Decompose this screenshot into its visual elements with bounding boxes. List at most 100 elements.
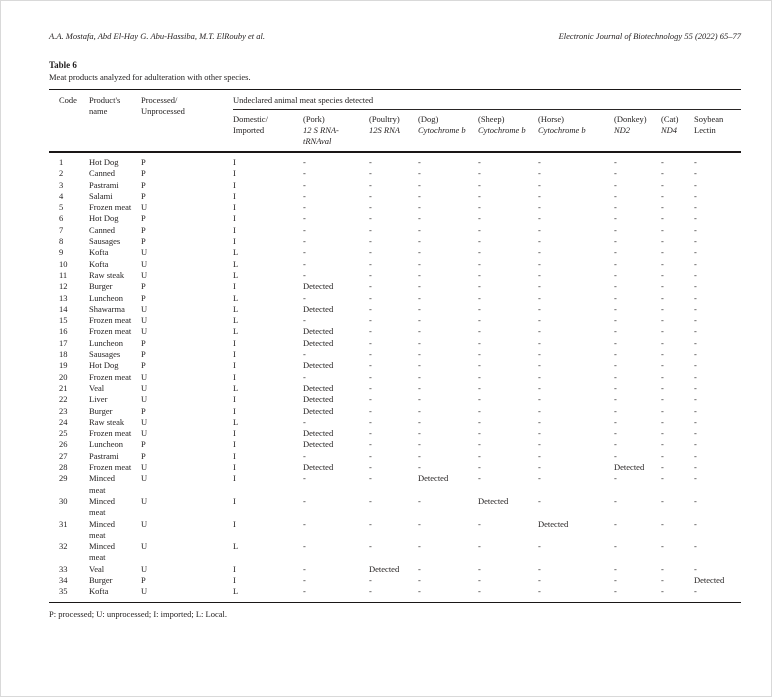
cell-dog: - (418, 382, 421, 393)
cell-dog: - (418, 236, 421, 247)
subheader-line2: 12 S RNA-tRNAval (303, 125, 339, 146)
cell-processed: P (141, 281, 146, 292)
cell-domestic-imported: L (233, 416, 239, 427)
cell-dog: - (418, 292, 421, 303)
authors-text: A.A. Mostafa, Abd El-Hay G. Abu-Hassiba,… (49, 31, 266, 41)
cell-domestic-imported: L (233, 315, 239, 326)
cell-donkey: - (614, 224, 617, 235)
cell-cat: - (661, 563, 664, 574)
cell-horse: - (538, 303, 541, 314)
cell-cat: - (661, 202, 664, 213)
cell-domestic-imported: I (233, 371, 236, 382)
cell-soybean: - (694, 518, 697, 529)
table-row: 25 Frozen meat U I Detected - - - - - - - (49, 428, 741, 439)
cell-domestic-imported: I (233, 179, 236, 190)
cell-domestic-imported: L (233, 326, 239, 337)
cell-code: 23 (59, 405, 68, 416)
cell-processed: P (141, 224, 146, 235)
cell-horse: - (538, 190, 541, 201)
cell-cat: - (661, 190, 664, 201)
table-row: 9 Kofta U L - - - - - - - - (49, 247, 741, 258)
cell-dog: - (418, 269, 421, 280)
cell-donkey: - (614, 202, 617, 213)
cell-pork: - (303, 213, 306, 224)
column-subheader-soybean: Soybean Lectin (694, 110, 741, 147)
cell-donkey: - (614, 303, 617, 314)
cell-product-name: Hot Dog (89, 360, 119, 371)
column-header-product-name: Product's name (89, 95, 121, 116)
cell-cat: - (661, 224, 664, 235)
cell-horse: - (538, 382, 541, 393)
cell-cat: - (661, 439, 664, 450)
cell-cat: - (661, 518, 664, 529)
cell-soybean: - (694, 292, 697, 303)
cell-processed: U (141, 247, 148, 258)
cell-soybean: - (694, 315, 697, 326)
cell-sheep: - (478, 586, 481, 597)
cell-soybean: - (694, 236, 697, 247)
cell-donkey: - (614, 382, 617, 393)
cell-horse: - (538, 574, 541, 585)
cell-sheep: - (478, 258, 481, 269)
cell-processed: P (141, 439, 146, 450)
cell-donkey: - (614, 450, 617, 461)
cell-dog: - (418, 190, 421, 201)
cell-product-name: Minced meat (89, 495, 115, 518)
cell-sheep: - (478, 281, 481, 292)
cell-sheep: - (478, 236, 481, 247)
cell-donkey: - (614, 269, 617, 280)
cell-poultry: - (369, 258, 372, 269)
cell-soybean: - (694, 303, 697, 314)
cell-dog: - (418, 326, 421, 337)
cell-poultry: - (369, 416, 372, 427)
table-row: 33 Veal U I - Detected - - - - - - (49, 564, 741, 575)
cell-dog: - (418, 337, 421, 348)
cell-soybean: - (694, 405, 697, 416)
table-row: 8 Sausages P I - - - - - - - - (49, 236, 741, 247)
cell-sheep: - (478, 563, 481, 574)
table-row: 17 Luncheon P I Detected - - - - - - - (49, 338, 741, 349)
cell-domestic-imported: I (233, 349, 236, 360)
cell-domestic-imported: L (233, 269, 239, 280)
cell-sheep: - (478, 224, 481, 235)
cell-poultry: - (369, 190, 372, 201)
cell-sheep: - (478, 315, 481, 326)
cell-soybean: - (694, 541, 697, 552)
cell-domestic-imported: I (233, 405, 236, 416)
cell-pork: Detected (303, 394, 334, 405)
cell-pork: Detected (303, 462, 334, 473)
cell-soybean: - (694, 179, 697, 190)
table-row: 29 Minced meat U I - - Detected - - - - - (49, 473, 741, 496)
cell-pork: - (303, 371, 306, 382)
cell-processed: U (141, 382, 148, 393)
cell-product-name: Veal (89, 382, 105, 393)
table-row: 20 Frozen meat U I - - - - - - - - (49, 372, 741, 383)
cell-soybean: - (694, 269, 697, 280)
cell-processed: U (141, 462, 148, 473)
cell-dog: - (418, 258, 421, 269)
cell-processed: P (141, 574, 146, 585)
cell-dog: - (418, 450, 421, 461)
cell-pork: - (303, 349, 306, 360)
cell-processed: U (141, 269, 148, 280)
cell-horse: - (538, 326, 541, 337)
cell-domestic-imported: L (233, 247, 239, 258)
cell-sheep: - (478, 202, 481, 213)
cell-soybean: - (694, 168, 697, 179)
cell-product-name: Canned (89, 168, 115, 179)
subheader-line1: (Donkey) (614, 114, 647, 124)
cell-soybean: - (694, 450, 697, 461)
cell-soybean: - (694, 473, 697, 484)
cell-dog: - (418, 495, 421, 506)
cell-donkey: - (614, 360, 617, 371)
cell-product-name: Frozen meat (89, 428, 132, 439)
table-row: 10 Kofta U L - - - - - - - - (49, 259, 741, 270)
cell-sheep: - (478, 292, 481, 303)
cell-poultry: - (369, 450, 372, 461)
cell-pork: - (303, 224, 306, 235)
cell-poultry: - (369, 337, 372, 348)
cell-domestic-imported: L (233, 258, 239, 269)
cell-code: 12 (59, 281, 68, 292)
cell-sheep: - (478, 247, 481, 258)
cell-product-name: Sausages (89, 236, 121, 247)
